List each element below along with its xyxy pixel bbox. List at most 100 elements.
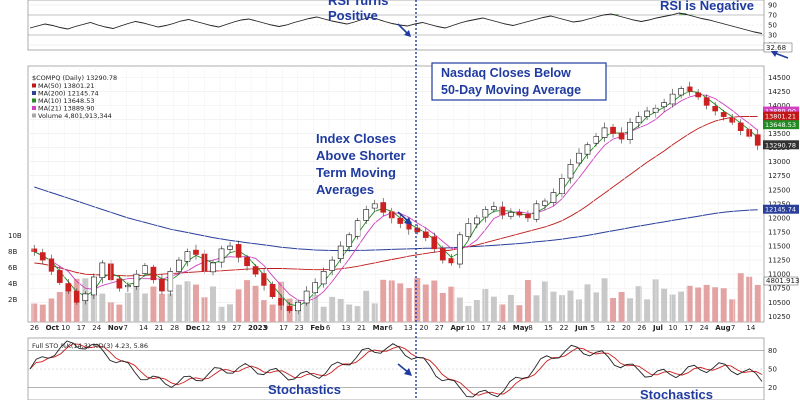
volume-bar — [329, 296, 336, 322]
candle-body — [516, 211, 523, 216]
candle-body — [448, 258, 455, 264]
volume-bar — [218, 306, 225, 322]
rsi-last-label: 32.68 — [766, 44, 786, 52]
price-value-label: 13290.78 — [765, 141, 796, 149]
candle-body — [252, 266, 259, 275]
legend-entry: MA(50) 13801.21 — [38, 82, 94, 90]
volume-bar — [618, 291, 625, 322]
x-tick-label: May — [513, 324, 529, 332]
price-tick-label: 10750 — [768, 285, 790, 293]
volume-bar — [712, 287, 719, 322]
candle-body — [669, 93, 676, 105]
volume-tick-label: 2B — [8, 296, 17, 304]
volume-bar — [192, 284, 199, 322]
x-tick-label: 12 — [606, 324, 615, 332]
candle-body — [31, 248, 38, 252]
candle-body — [65, 283, 72, 292]
price-tick-label: 11250 — [768, 257, 790, 265]
candle-body — [593, 136, 599, 144]
sto-layer — [29, 340, 763, 398]
candle-body — [388, 211, 395, 219]
candle-body — [720, 112, 727, 117]
annotation-rsi-turns-2: Positive — [328, 8, 378, 23]
candle-body — [193, 249, 199, 255]
x-tick-label: Apr — [451, 324, 465, 332]
volume-bar — [533, 295, 540, 322]
candle-body — [652, 107, 659, 113]
volume-bar — [337, 298, 344, 322]
volume-bar — [754, 284, 761, 322]
x-tick-label: 26 — [30, 324, 39, 332]
price-value-label: 13801.21 — [765, 113, 796, 121]
price-tick-label: 14250 — [768, 88, 790, 96]
candle-body — [48, 258, 55, 272]
legend-entry: MA(200) 12145.74 — [38, 90, 99, 98]
volume-bar — [31, 303, 38, 322]
candle-body — [329, 259, 336, 271]
x-tick-label: 17 — [279, 324, 288, 332]
arrow-rsi-turns-head — [404, 30, 411, 37]
x-tick-label: Mar — [373, 324, 389, 332]
volume-bar — [644, 299, 651, 322]
rsi-overbought-shade — [686, 14, 695, 15]
x-tick-label: 21 — [357, 324, 366, 332]
price-tick-label: 14000 — [768, 102, 790, 110]
arrow-index-head — [404, 217, 412, 225]
candle-body — [90, 276, 97, 296]
volume-bar — [167, 293, 174, 322]
x-tick-label: 10 — [61, 324, 70, 332]
volume-bar — [312, 294, 319, 322]
volume-bar — [90, 286, 97, 322]
price-tick-label: 11000 — [768, 271, 790, 279]
volume-bar — [124, 292, 131, 322]
volume-bar — [184, 281, 191, 322]
volume-bar — [414, 277, 421, 322]
candle-body — [703, 97, 710, 106]
annotation-stochastics-1: Stochastics — [268, 382, 341, 397]
x-tick-label: Jul — [652, 324, 663, 332]
candle-body — [576, 152, 582, 164]
candle-body — [312, 282, 318, 294]
price-value-box — [763, 120, 799, 130]
x-tick-label: 6 — [326, 324, 331, 332]
volume-bar — [56, 292, 63, 322]
volume-bar — [235, 289, 242, 322]
price-tick-label: 14500 — [768, 74, 790, 82]
volume-bar — [158, 293, 165, 322]
volume-bar — [473, 300, 480, 322]
x-tick-label: 7 — [731, 324, 735, 332]
rsi-line — [29, 12, 763, 34]
x-tick-label: Nov — [108, 324, 124, 332]
x-tick-label: 20 — [622, 324, 631, 332]
annotation-box-nasdaq — [431, 62, 607, 101]
annotation-index-1: Index Closes — [316, 131, 396, 146]
candle-body — [525, 213, 531, 219]
price-value-label: 13648.53 — [765, 121, 796, 129]
sto-d-line — [29, 343, 763, 396]
price-tick-label: 10500 — [768, 299, 790, 307]
volume-bar — [261, 300, 268, 322]
x-tick-label: 15 — [544, 324, 553, 332]
candle-body — [474, 217, 480, 225]
rsi-overbought-shade — [611, 14, 619, 15]
candle-body — [559, 178, 565, 194]
candle-body — [150, 266, 157, 281]
volume-bar — [448, 286, 455, 322]
candle-body — [227, 245, 233, 250]
sto-grid: 80 50 20 — [28, 347, 777, 392]
volume-bar — [610, 298, 617, 322]
candle-body — [56, 270, 63, 283]
annotation-rsi-negative: RSI is Negative — [660, 0, 754, 13]
sto-tick-label: 20 — [768, 384, 777, 392]
rsi-tick-label: 30 — [768, 32, 777, 40]
x-tick-label: 27 — [435, 324, 444, 332]
price-value-box — [763, 106, 799, 116]
legend-swatch — [32, 106, 36, 110]
candle-body — [695, 92, 702, 98]
x-tick-label: 14 — [746, 324, 755, 332]
sto-k-line — [29, 340, 763, 398]
annotation-index-4: Averages — [316, 182, 374, 197]
price-tick-label: 11500 — [768, 243, 790, 251]
